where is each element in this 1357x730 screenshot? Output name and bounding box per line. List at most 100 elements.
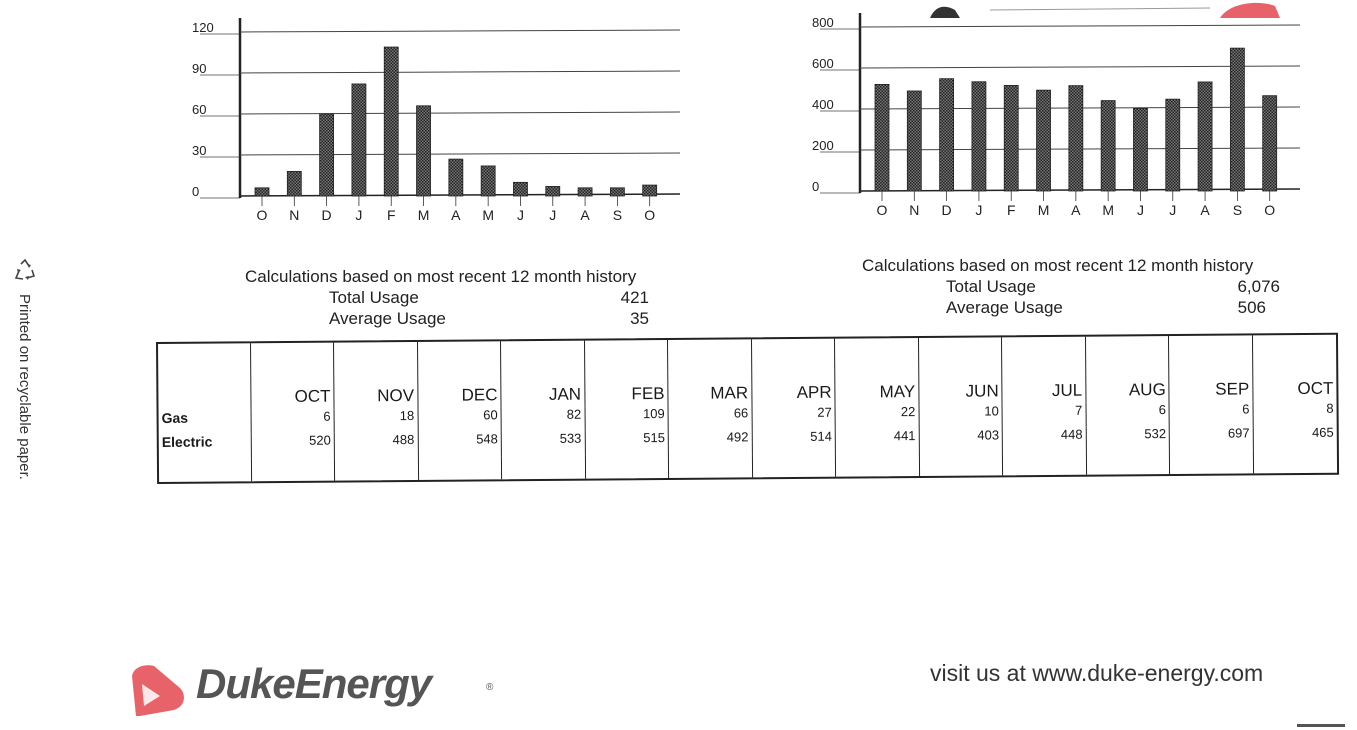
gas-tick-label: 0 [192, 184, 199, 199]
electric-cell: 533 [501, 431, 586, 457]
gas-cell: 8 [1252, 400, 1337, 426]
corner-line [1297, 724, 1345, 727]
electric-tick-label: 200 [812, 138, 834, 153]
electric-bar [1197, 81, 1213, 192]
gas-total-label: Total Usage [329, 288, 419, 307]
electric-cell: 403 [918, 427, 1003, 454]
electric-bar [1036, 89, 1051, 192]
table-header-row: OCT NOV DEC JAN FEB MAR APR MAY JUN JUL … [158, 334, 1337, 410]
electric-bar [1100, 100, 1116, 192]
duke-energy-logo[interactable]: DukeEnergy ® [130, 660, 510, 720]
gas-total-value: 421 [620, 288, 649, 307]
gas-bar [254, 187, 270, 197]
gas-bar [577, 187, 593, 197]
electric-category-label: J [975, 202, 982, 218]
gas-cell: 6 [1169, 400, 1254, 427]
electric-tick-label: 600 [812, 56, 834, 71]
month-header: JUN [918, 337, 1003, 404]
recyclable-paper-note: Printed on recyclable paper. [10, 258, 40, 528]
gas-cell: 22 [835, 403, 919, 430]
website-link[interactable]: visit us at www.duke-energy.com [930, 660, 1264, 686]
electric-category-label: A [1071, 202, 1081, 218]
gas-cell: 7 [1002, 402, 1087, 428]
duke-energy-flame-icon [132, 665, 184, 716]
electric-cell: 514 [751, 429, 836, 455]
gas-cell: 27 [751, 404, 836, 430]
electric-category-label: F [1007, 202, 1016, 218]
gas-bar [448, 158, 464, 197]
gas-category-label: J [355, 207, 362, 223]
electric-cell: 465 [1253, 425, 1337, 451]
electric-cell: 548 [417, 431, 502, 458]
gas-cell: 18 [334, 407, 418, 434]
gas-category-label: F [387, 207, 396, 223]
recycle-icon [14, 258, 36, 280]
gas-category-label: O [257, 207, 268, 223]
electric-category-label: O [1264, 202, 1275, 218]
electric-bar [939, 78, 955, 192]
month-header: AUG [1085, 336, 1170, 403]
electric-cell: 515 [584, 430, 669, 456]
electric-average-label: Average Usage [946, 298, 1063, 317]
gas-cell: 82 [501, 406, 585, 432]
gas-gridline [239, 152, 681, 156]
gas-average-value: 35 [630, 309, 649, 328]
gas-cell: 6 [250, 408, 335, 434]
month-header: FEB [584, 339, 669, 407]
gas-summary-title: Calculations based on most recent 12 mon… [245, 267, 637, 286]
gas-usage-chart: 120 90 60 30 0 O N D J F M A M J J A S O [170, 10, 690, 240]
electric-bar [906, 90, 922, 192]
electric-usage-chart: 800 600 400 200 0 O N D J F M A M J J A S O [790, 5, 1310, 235]
gas-category-label: A [451, 207, 461, 223]
electric-summary-title: Calculations based on most recent 12 mon… [862, 256, 1254, 275]
gas-cell: 109 [584, 405, 669, 432]
gas-bar [480, 165, 496, 197]
gas-gridline [239, 70, 681, 74]
electric-bar [1165, 98, 1181, 192]
gas-average-label: Average Usage [329, 309, 446, 328]
month-header: OCT [250, 342, 335, 409]
gas-bar [383, 46, 399, 197]
gas-summary: Calculations based on most recent 12 mon… [245, 266, 705, 329]
electric-cell: 488 [334, 432, 418, 458]
month-header: DEC [417, 341, 502, 408]
scan-fragment-mark [930, 2, 1280, 18]
gas-cell: 6 [1085, 401, 1170, 428]
gas-gridline [239, 29, 681, 33]
month-header: NOV [333, 341, 418, 409]
table-corner-cell [158, 343, 251, 409]
month-header: SEP [1168, 335, 1253, 402]
gas-category-label: A [580, 207, 590, 223]
electric-category-label: M [1038, 202, 1050, 218]
electric-bar [1003, 85, 1019, 192]
electric-tick-label: 800 [812, 15, 834, 30]
electric-usage-chart-svg: 800 600 400 200 0 O N D J F M A M J J A S O [812, 13, 1301, 218]
electric-bar [874, 84, 890, 192]
gas-tick-label: 60 [192, 102, 206, 117]
electric-total-value: 6,076 [1237, 277, 1280, 296]
month-header: OCT [1252, 334, 1337, 401]
gas-usage-chart-svg: 120 90 60 30 0 O N D J F M A M J J A S O [192, 18, 681, 223]
electric-category-label: J [1137, 202, 1144, 218]
row-label-electric: Electric [161, 434, 213, 451]
gas-category-label: M [418, 207, 430, 223]
gas-category-label: J [517, 207, 524, 223]
gas-gridline [239, 111, 681, 115]
gas-category-label: N [289, 207, 299, 223]
gas-cell: 10 [918, 402, 1003, 429]
usage-history-table: OCT NOV DEC JAN FEB MAR APR MAY JUN JUL … [156, 332, 1340, 484]
gas-bar [545, 186, 561, 197]
electric-gridline [859, 24, 1301, 28]
gas-tick-label: 90 [192, 61, 206, 76]
electric-bar [1133, 107, 1148, 192]
gas-bar [416, 105, 431, 197]
electric-bar [1229, 47, 1245, 192]
electric-cell: 492 [668, 429, 753, 456]
gas-category-label: O [644, 207, 655, 223]
electric-tick-label: 400 [812, 97, 834, 112]
electric-gridline [859, 65, 1301, 69]
gas-bar [513, 181, 528, 197]
gas-tick-label: 30 [192, 143, 206, 158]
gas-tick-label: 120 [192, 20, 214, 35]
gas-bar [286, 170, 302, 197]
